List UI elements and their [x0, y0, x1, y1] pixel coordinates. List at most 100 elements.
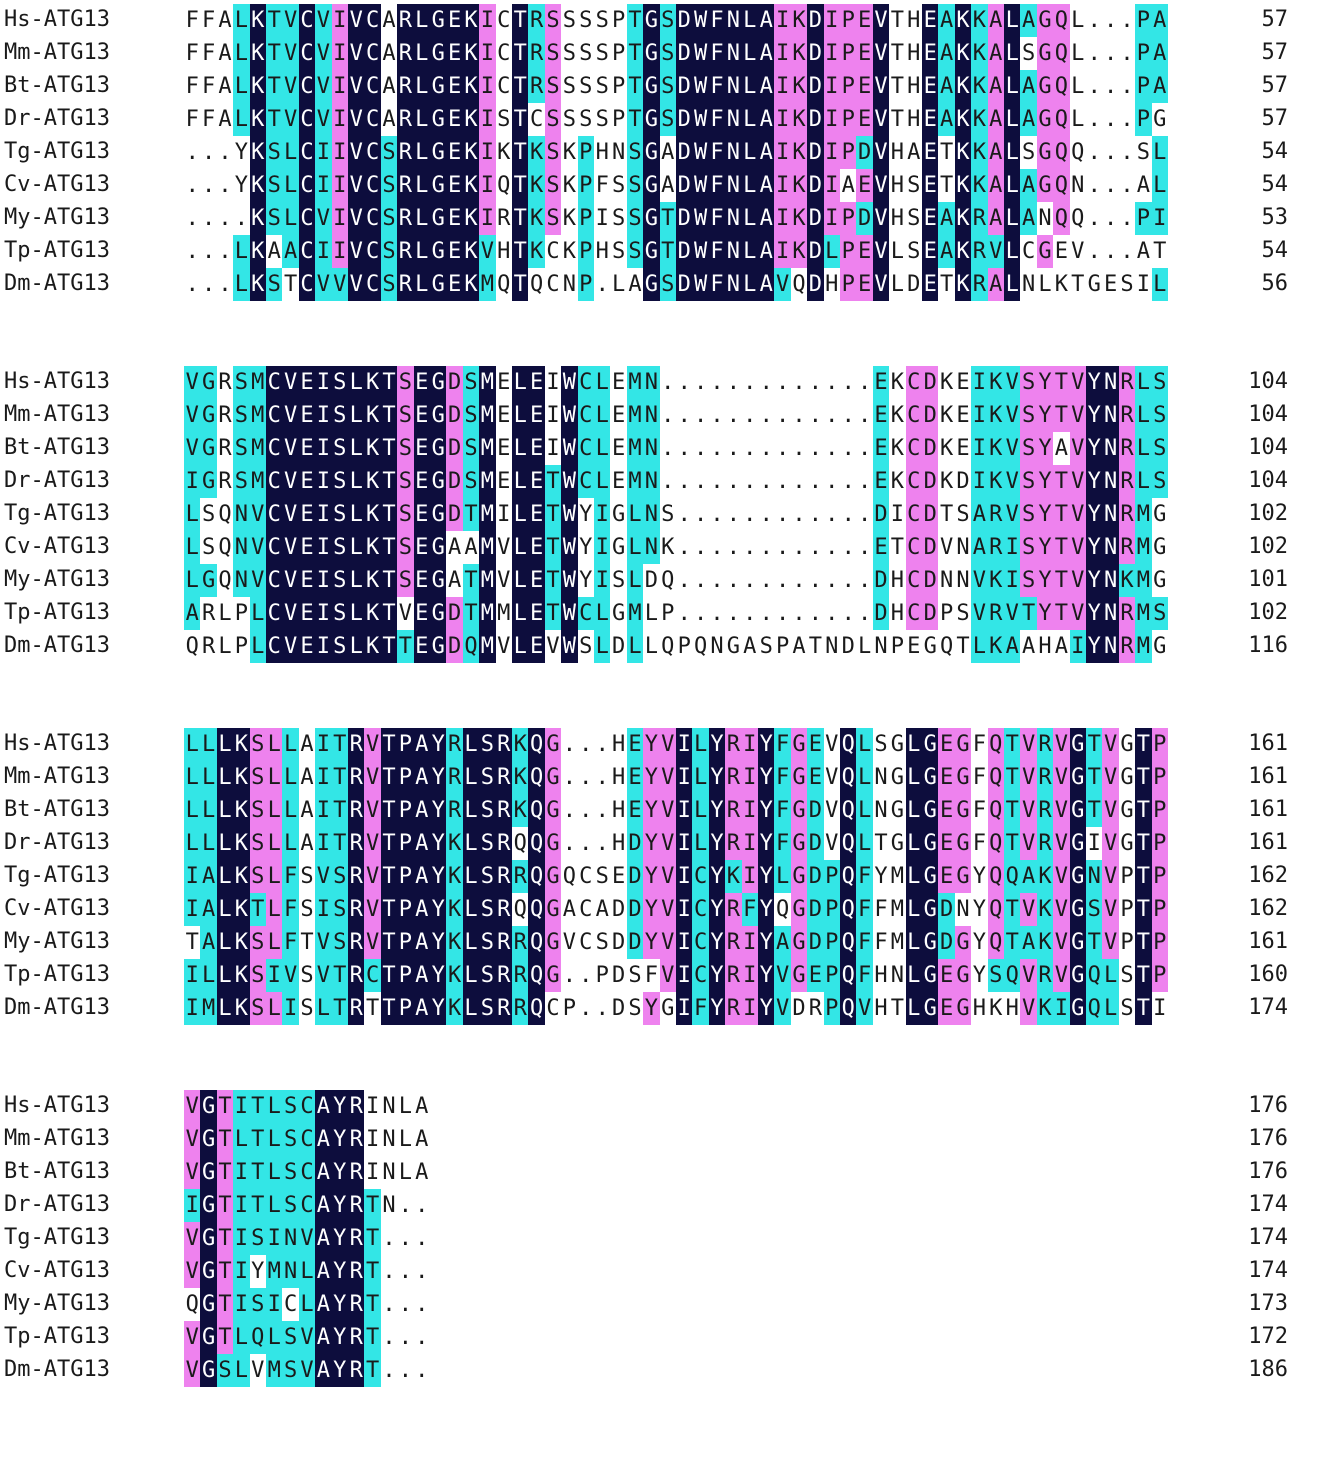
residue: N: [643, 366, 660, 399]
residue: P: [840, 103, 857, 136]
residue: I: [741, 728, 758, 761]
residue: Q: [840, 794, 857, 827]
residue: G: [430, 564, 447, 597]
residue: .: [710, 403, 724, 428]
residue: I: [676, 893, 693, 926]
residue: .: [562, 765, 576, 790]
alignment-row: Tg-ATG13 L S Q N V C V E I S L K T S E G D T M I L E T W Y I G L N S..…: [0, 498, 1325, 531]
residue: T: [380, 860, 398, 893]
residue: M: [479, 498, 496, 531]
residue: C: [266, 366, 283, 399]
residue: .: [185, 206, 199, 231]
residue: T: [544, 498, 562, 531]
residue: P: [840, 202, 857, 235]
residue: K: [233, 959, 250, 992]
residue: R: [397, 37, 414, 70]
residue: L: [626, 630, 644, 663]
residue: M: [626, 465, 644, 498]
residue-position: 104: [1248, 402, 1288, 427]
residue-position: 57: [1261, 106, 1289, 131]
residue: R: [495, 893, 512, 926]
residue: T: [659, 235, 676, 268]
residue: F: [282, 926, 299, 959]
residue: G: [200, 1189, 217, 1222]
residue: G: [1036, 169, 1054, 202]
residue: M: [249, 432, 266, 465]
residue: .: [415, 1226, 429, 1251]
residue: V: [1053, 959, 1070, 992]
residue: L: [413, 70, 430, 103]
residue: I: [479, 70, 496, 103]
residue: .: [218, 239, 232, 264]
residue: R: [397, 103, 414, 136]
residue: I: [233, 1255, 250, 1288]
residue: S: [479, 728, 496, 761]
residue: M: [890, 864, 904, 889]
residue: .: [415, 1292, 429, 1317]
residue: F: [972, 765, 986, 790]
residue: K: [790, 235, 808, 268]
residue: T: [249, 1189, 266, 1222]
residue: I: [331, 70, 348, 103]
residue: E: [446, 235, 463, 268]
residue: C: [266, 432, 283, 465]
residue: .: [1087, 239, 1101, 264]
residue: F: [201, 107, 216, 132]
residue: .: [1103, 8, 1118, 33]
residue: T: [331, 992, 348, 1025]
residue: .: [841, 502, 855, 527]
residue: L: [1102, 992, 1119, 1025]
residue: Y: [331, 1222, 348, 1255]
residue: .: [677, 436, 691, 461]
residue: A: [595, 897, 609, 922]
residue: L: [413, 202, 430, 235]
residue: E: [413, 597, 430, 630]
residue: Q: [987, 728, 1004, 761]
residue: S: [626, 169, 644, 202]
residue: M: [890, 930, 904, 955]
residue: F: [708, 103, 726, 136]
residue: M: [266, 1255, 283, 1288]
residue: Y: [643, 827, 660, 860]
residue: T: [331, 761, 348, 794]
residue: I: [774, 169, 791, 202]
residue: S: [1120, 272, 1134, 297]
residue: V: [774, 992, 791, 1025]
residue: N: [643, 399, 660, 432]
residue: S: [544, 202, 562, 235]
residue: Y: [972, 930, 986, 955]
alignment-row: Bt-ATG13 V G T I T L S C A Y R I N L A 176: [0, 1156, 1325, 1189]
residue: H: [497, 239, 511, 264]
residue: V: [774, 959, 791, 992]
residue: E: [298, 366, 316, 399]
residue: L: [741, 268, 758, 301]
residue: .: [743, 403, 757, 428]
residue: .: [792, 568, 806, 593]
residue: D: [841, 634, 855, 659]
residue: L: [594, 597, 611, 630]
residue: K: [446, 827, 463, 860]
residue: K: [939, 370, 954, 395]
residue: P: [775, 634, 790, 659]
residue: E: [446, 37, 463, 70]
residue: F: [856, 860, 873, 893]
sequence-name: Dr-ATG13: [4, 106, 110, 131]
residue: Q: [987, 860, 1004, 893]
residue-position: 174: [1248, 995, 1288, 1020]
residue: L: [741, 235, 758, 268]
residue: .: [1103, 41, 1118, 66]
residue: N: [233, 564, 250, 597]
residue: A: [184, 597, 201, 630]
residue: A: [415, 1160, 429, 1185]
residue: S: [249, 992, 266, 1025]
residue: A: [1020, 202, 1037, 235]
residue: I: [315, 893, 332, 926]
residue: L: [348, 531, 365, 564]
residue: R: [348, 926, 365, 959]
alignment-row: Mm-ATG13 L L L K S L L A I T R V T P A Y R L S R K Q G... H E Y V I L…: [0, 761, 1325, 794]
residue-position: 57: [1261, 73, 1289, 98]
residue: V: [1069, 432, 1086, 465]
residue: T: [890, 107, 904, 132]
residue: I: [266, 1288, 283, 1321]
residue: D: [807, 827, 824, 860]
